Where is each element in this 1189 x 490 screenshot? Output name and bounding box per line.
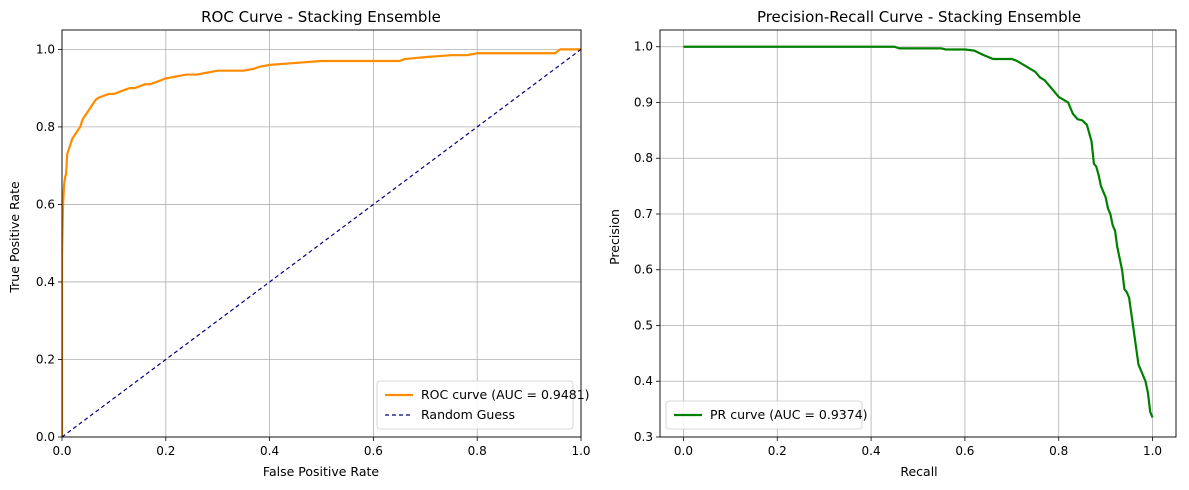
pr-y-label: Precision bbox=[607, 209, 622, 265]
roc-axes-frame bbox=[61, 29, 582, 438]
pr-legend-label: PR curve (AUC = 0.9374) bbox=[710, 407, 868, 422]
pr-legend: PR curve (AUC = 0.9374) bbox=[665, 400, 868, 430]
pr-x-tick-label: 0.0 bbox=[674, 444, 693, 458]
roc-legend-box bbox=[376, 380, 574, 430]
pr-y-tick-label: 0.4 bbox=[634, 374, 653, 388]
roc-y-tick-label: 0.4 bbox=[36, 275, 55, 289]
roc-y-tick-label: 0.0 bbox=[36, 430, 55, 444]
pr-legend-box bbox=[665, 400, 863, 430]
pr-y-tick-label: 0.6 bbox=[634, 263, 653, 277]
pr-x-tick-label: 0.2 bbox=[768, 444, 787, 458]
pr-x-tick-label: 0.8 bbox=[1049, 444, 1068, 458]
roc-y-label: True Positive Rate bbox=[7, 181, 22, 294]
roc-x-tick-label: 1.0 bbox=[571, 444, 590, 458]
roc-x-tick-label: 0.2 bbox=[156, 444, 175, 458]
pr-x-label: Recall bbox=[900, 464, 937, 479]
roc-panel: ROC Curve - Stacking Ensemble False Posi… bbox=[7, 8, 591, 479]
pr-y-tick-label: 0.5 bbox=[634, 318, 653, 332]
roc-series-line-1 bbox=[62, 48, 581, 437]
roc-x-label: False Positive Rate bbox=[263, 464, 379, 479]
pr-series-line-0 bbox=[683, 45, 1154, 418]
pr-y-tick-label: 0.8 bbox=[634, 151, 653, 165]
roc-x-tick-label: 0.8 bbox=[468, 444, 487, 458]
pr-y-tick-label: 1.0 bbox=[634, 40, 653, 54]
roc-legend: ROC curve (AUC = 0.9481) Random Guess bbox=[376, 380, 590, 430]
roc-y-tick-label: 1.0 bbox=[36, 42, 55, 56]
pr-title: Precision-Recall Curve - Stacking Ensemb… bbox=[757, 8, 1081, 26]
pr-x-tick-label: 0.6 bbox=[955, 444, 974, 458]
roc-y-tick-label: 0.6 bbox=[36, 197, 55, 211]
roc-x-tick-label: 0.6 bbox=[364, 444, 383, 458]
roc-title: ROC Curve - Stacking Ensemble bbox=[201, 8, 441, 26]
roc-y-tick-label: 0.2 bbox=[36, 352, 55, 366]
pr-y-tick-label: 0.7 bbox=[634, 207, 653, 221]
pr-y-tick-label: 0.9 bbox=[634, 95, 653, 109]
pr-panel: Precision-Recall Curve - Stacking Ensemb… bbox=[607, 8, 1177, 479]
roc-y-tick-label: 0.8 bbox=[36, 120, 55, 134]
roc-legend-label: ROC curve (AUC = 0.9481) bbox=[421, 387, 590, 402]
roc-x-tick-label: 0.4 bbox=[260, 444, 279, 458]
pr-x-tick-label: 0.4 bbox=[862, 444, 881, 458]
pr-x-tick-label: 1.0 bbox=[1143, 444, 1162, 458]
pr-y-tick-label: 0.3 bbox=[634, 430, 653, 444]
roc-legend-label: Random Guess bbox=[421, 407, 515, 422]
roc-x-tick-label: 0.0 bbox=[52, 444, 71, 458]
pr-axes-frame bbox=[659, 29, 1177, 438]
roc-series-line-0 bbox=[62, 48, 581, 437]
